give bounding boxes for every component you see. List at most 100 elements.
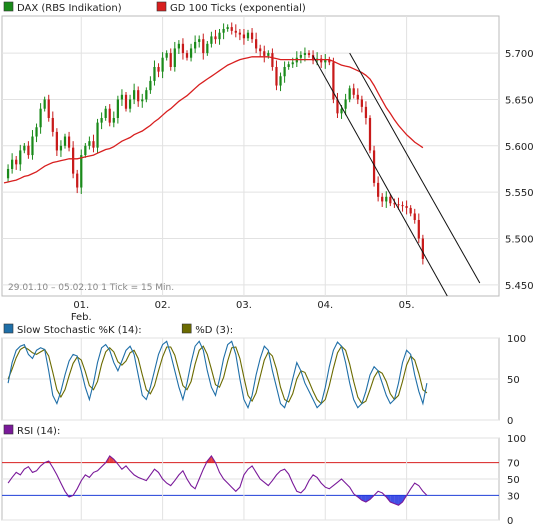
x-tick-sublabel: Feb. [71,312,92,323]
candle-body [76,173,79,188]
candle-body [210,36,213,44]
candle-body [169,53,172,67]
price-panel-frame [1,15,500,297]
stoch-y-tick-label: 0 [507,416,513,427]
candle-body [234,30,237,33]
candle-body [218,32,221,40]
candle-body [51,117,54,132]
price-y-tick-label: 5.650 [505,95,534,106]
rsi-ref-label: 70 [507,459,520,470]
price-y-tick-label: 5.700 [505,49,534,60]
period-label: 29.01.10 – 05.02.10 1 Tick = 15 Min. [8,283,174,293]
candle-body [157,66,160,72]
candle-body [133,90,136,100]
x-tick-label: 01. [73,300,89,311]
candle-body [340,108,343,114]
candle-body [128,99,132,109]
candle-body [92,141,95,148]
candle-body [230,27,233,31]
candle-body [303,53,307,55]
candle-body [409,207,412,214]
candle-body [324,59,327,63]
candle-body [202,39,205,54]
candle-body [360,99,363,107]
candle-body [222,28,225,33]
x-tick-label: 02. [155,300,171,311]
candle-body [372,150,376,183]
candle-body [242,34,246,39]
candle-body [100,117,103,123]
candle-body [291,62,294,65]
candle-body [267,53,270,56]
candle-body [279,76,282,86]
candle-body [15,159,18,165]
candle-body [381,196,384,202]
legend-swatch [156,1,167,12]
candle-body [299,54,302,58]
candle-body [185,53,189,58]
candle-body [328,59,331,63]
legend-swatch [3,424,14,435]
candle-body [116,99,119,118]
legend-label: DAX (RBS Indikation) [17,3,122,14]
candle-body [63,136,67,146]
candle-body [238,32,241,35]
candle-body [11,159,14,169]
candle-body [189,48,193,58]
legend-swatch [181,323,192,334]
legend-swatch [3,323,14,334]
stoch-y-tick-label: 50 [507,375,520,386]
candle-body [393,203,396,205]
candle-body [84,145,87,156]
candle-body [153,66,156,81]
candle-body [271,53,274,67]
candle-body [59,145,63,151]
candle-body [214,36,217,40]
price-y-tick-label: 5.600 [505,142,534,153]
candle-body [120,94,124,100]
candle-body [96,122,99,148]
candle-body [417,219,420,239]
price-y-tick-label: 5.550 [505,188,534,199]
candle-body [173,48,176,67]
candle-body [332,62,335,100]
candle-body [385,196,388,202]
rsi-y-tick-label: 100 [507,434,526,445]
x-tick-label: 05. [399,300,415,311]
stoch-y-tick-label: 100 [507,334,526,345]
candle-body [67,136,71,148]
candle-body [401,205,404,207]
candle-body [198,39,201,42]
rsi-overbought-fill [109,456,114,463]
x-tick-label: 03. [236,300,252,311]
legend-label: Slow Stochastic %K (14): [17,325,142,336]
candle-body [320,58,323,63]
candle-body [255,39,258,49]
candle-body [88,141,91,146]
candle-body [47,99,50,118]
candle-body [348,88,351,100]
candle-body [336,99,339,114]
rsi-oversold-fill [398,495,403,506]
rsi-oversold-fill [365,495,370,502]
candle-body [263,51,266,56]
candle-body [246,32,250,39]
moving-average-line [3,56,424,184]
candle-body [39,108,42,128]
stoch-k-line [7,340,428,410]
candle-body [43,99,46,109]
candle-body [206,43,209,54]
candle-body [55,131,58,151]
candle-body [377,182,380,197]
candle-body [23,145,26,151]
trend-channel-line [312,55,448,297]
rsi-oversold-fill [390,495,395,504]
candle-body [344,99,347,109]
candle-body [80,155,83,188]
candle-body [177,43,180,49]
candle-body [413,213,416,220]
candle-body [31,136,34,156]
candle-body [194,41,197,49]
